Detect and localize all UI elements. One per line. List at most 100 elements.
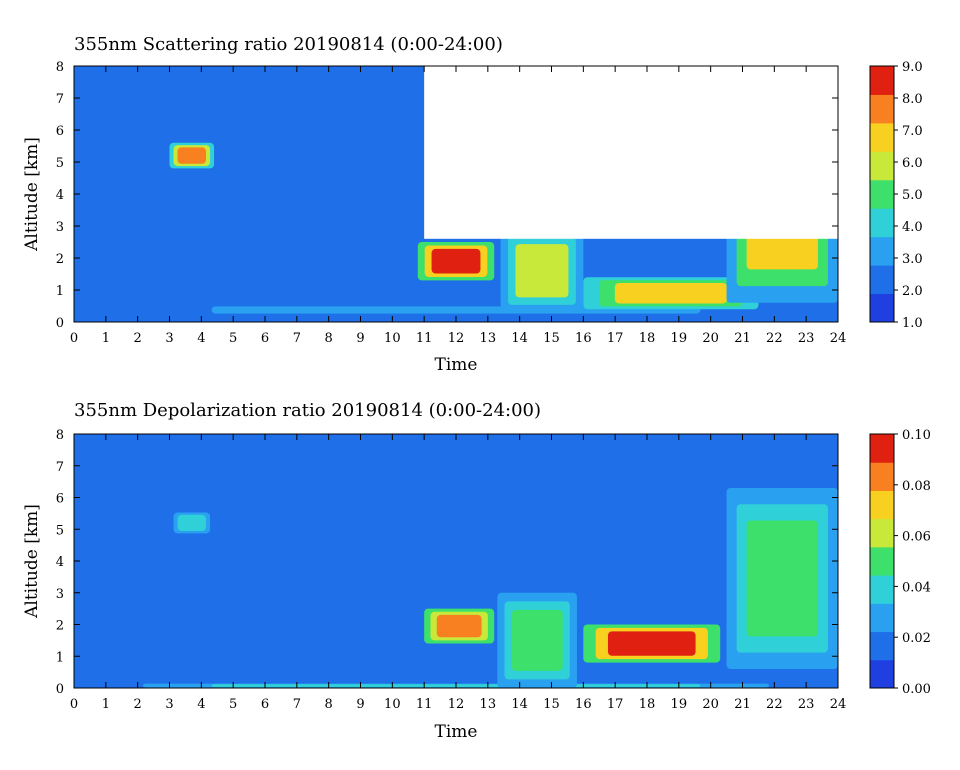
colorbar-segment bbox=[870, 462, 894, 491]
y-tick-label: 1 bbox=[56, 650, 64, 665]
x-tick-label: 4 bbox=[197, 331, 205, 346]
aerosol-feature bbox=[169, 510, 215, 536]
colorbar-tick-label: 9.0 bbox=[902, 60, 923, 75]
colorbar-segment bbox=[870, 603, 894, 633]
x-tick-label: 13 bbox=[480, 697, 497, 712]
x-tick-label: 14 bbox=[511, 331, 528, 346]
x-tick-label: 20 bbox=[702, 331, 719, 346]
x-axis-label: Time bbox=[435, 722, 478, 742]
x-tick-label: 12 bbox=[448, 331, 465, 346]
y-tick-label: 2 bbox=[56, 252, 64, 267]
colorbar-tick-label: 4.0 bbox=[902, 220, 923, 235]
x-tick-label: 16 bbox=[575, 697, 592, 712]
x-tick-label: 21 bbox=[734, 331, 751, 346]
colorbar-tick-label: 8.0 bbox=[902, 92, 923, 107]
x-tick-label: 19 bbox=[671, 697, 688, 712]
colorbar-tick-label: 0.00 bbox=[902, 682, 931, 697]
colorbar: 1.0 2.0 3.0 4.0 5.0 6.0 7.0 8.0 9.0 bbox=[869, 60, 923, 331]
colorbar-segment bbox=[870, 236, 894, 266]
x-tick-label: 20 bbox=[702, 697, 719, 712]
no-signal-region bbox=[424, 66, 838, 239]
x-tick-label: 2 bbox=[134, 697, 142, 712]
colorbar-segment bbox=[870, 151, 894, 181]
x-tick-label: 1 bbox=[102, 331, 110, 346]
x-tick-label: 0 bbox=[70, 331, 78, 346]
x-tick-label: 6 bbox=[261, 697, 269, 712]
x-tick-label: 0 bbox=[70, 697, 78, 712]
colorbar-segment bbox=[870, 265, 894, 295]
feature-contour-2 bbox=[511, 609, 563, 671]
x-tick-label: 19 bbox=[671, 331, 688, 346]
x-tick-label: 5 bbox=[229, 697, 237, 712]
depolarization-ratio-panel: 355nm Depolarization ratio 20190814 (0:0… bbox=[22, 400, 931, 742]
chart-title: 355nm Scattering ratio 20190814 (0:00-24… bbox=[74, 34, 503, 55]
feature-contour-2 bbox=[515, 244, 569, 298]
x-tick-label: 22 bbox=[766, 331, 783, 346]
x-axis-ticks: 0 1 2 3 4 5 6 7 8 9 10 11 12 13 14 15 16 17 18 19 20 21 22 23 24 bbox=[70, 66, 846, 346]
colorbar-segment bbox=[870, 66, 894, 95]
x-tick-label: 7 bbox=[293, 331, 301, 346]
x-tick-label: 4 bbox=[197, 697, 205, 712]
scattering-ratio-panel: 355nm Scattering ratio 20190814 (0:00-24… bbox=[22, 34, 923, 375]
y-tick-label: 8 bbox=[56, 60, 64, 75]
x-tick-label: 9 bbox=[356, 697, 364, 712]
y-tick-label: 3 bbox=[56, 220, 64, 235]
chart-title: 355nm Depolarization ratio 20190814 (0:0… bbox=[74, 400, 541, 421]
x-tick-label: 11 bbox=[416, 331, 433, 346]
y-axis-label: Altitude [km] bbox=[22, 504, 42, 619]
x-tick-label: 18 bbox=[639, 697, 656, 712]
feature-contour-2 bbox=[177, 514, 207, 532]
colorbar-tick-label: 0.10 bbox=[902, 428, 931, 443]
colorbar-segment bbox=[870, 659, 894, 689]
y-tick-label: 1 bbox=[56, 284, 64, 299]
colorbar-segment bbox=[870, 434, 894, 463]
colorbar-segment bbox=[870, 208, 894, 238]
x-tick-label: 2 bbox=[134, 331, 142, 346]
x-tick-label: 10 bbox=[384, 697, 401, 712]
colorbar-segment bbox=[870, 518, 894, 548]
x-tick-label: 21 bbox=[734, 697, 751, 712]
y-axis-ticks: 0 1 2 3 4 5 6 7 8 bbox=[56, 60, 838, 331]
cloud-feature bbox=[417, 242, 495, 281]
x-tick-label: 22 bbox=[766, 697, 783, 712]
y-tick-label: 5 bbox=[56, 156, 64, 171]
colorbar-segment bbox=[870, 179, 894, 209]
cloud-feature bbox=[583, 277, 759, 310]
colorbar-tick-label: 0.08 bbox=[902, 479, 931, 494]
colorbar-tick-label: 5.0 bbox=[902, 188, 923, 203]
x-tick-label: 15 bbox=[543, 331, 560, 346]
y-tick-label: 2 bbox=[56, 619, 64, 634]
feature-contour-2 bbox=[607, 631, 696, 656]
colorbar-tick-label: 2.0 bbox=[902, 284, 923, 299]
feature-contour-2 bbox=[431, 248, 481, 274]
x-tick-label: 11 bbox=[416, 697, 433, 712]
y-tick-label: 6 bbox=[56, 492, 64, 507]
colorbar-tick-label: 0.06 bbox=[902, 530, 931, 545]
x-tick-label: 7 bbox=[293, 697, 301, 712]
x-tick-label: 12 bbox=[448, 697, 465, 712]
colorbar-segment bbox=[870, 94, 894, 124]
cloud-feature bbox=[726, 487, 838, 669]
x-tick-label: 24 bbox=[830, 331, 847, 346]
y-tick-label: 4 bbox=[56, 555, 64, 570]
x-tick-label: 5 bbox=[229, 331, 237, 346]
colorbar-segment bbox=[870, 575, 894, 604]
y-tick-label: 0 bbox=[56, 682, 64, 697]
feature-contour-2 bbox=[177, 147, 207, 164]
y-tick-label: 7 bbox=[56, 460, 64, 475]
x-tick-label: 1 bbox=[102, 697, 110, 712]
y-tick-label: 0 bbox=[56, 316, 64, 331]
colorbar-frame bbox=[869, 433, 895, 689]
x-tick-label: 15 bbox=[543, 697, 560, 712]
x-tick-label: 24 bbox=[830, 697, 847, 712]
feature-contour-2 bbox=[746, 520, 818, 637]
plot-area bbox=[74, 434, 838, 688]
x-tick-label: 10 bbox=[384, 331, 401, 346]
x-tick-label: 23 bbox=[798, 697, 815, 712]
cloud-feature bbox=[169, 142, 215, 169]
y-axis-label: Altitude [km] bbox=[22, 137, 42, 252]
x-tick-label: 14 bbox=[511, 697, 528, 712]
feature-contour-2 bbox=[614, 282, 727, 304]
y-axis-ticks: 0 1 2 3 4 5 6 7 8 bbox=[56, 428, 838, 697]
